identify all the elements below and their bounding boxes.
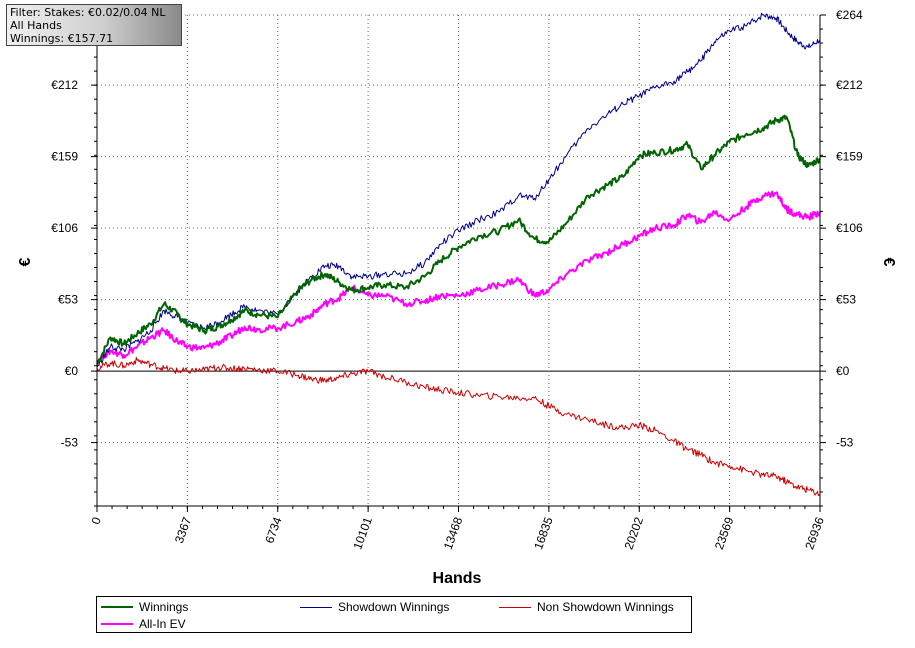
filter-hands-text: All Hands — [10, 19, 62, 32]
x-tick-label: 13468 — [441, 515, 466, 551]
y-tick-label-right: -53 — [836, 436, 854, 450]
y-axis-title-right: € — [880, 258, 897, 267]
x-tick-label: 6734 — [262, 515, 284, 545]
axes — [91, 14, 826, 512]
filter-stakes-text: Filter: Stakes: €0.02/0.04 NL — [10, 6, 166, 19]
legend-swatch-winnings — [101, 606, 133, 608]
series-layer — [96, 12, 821, 496]
x-tick-label: 10101 — [350, 515, 375, 551]
y-tick-label-right: €0 — [836, 364, 850, 378]
filter-winnings-text: Winnings: €157.71 — [10, 32, 114, 45]
y-tick-label-left: €159 — [51, 150, 78, 164]
legend-label-winnings: Winnings — [139, 600, 189, 614]
x-tick-label: 0 — [88, 515, 104, 526]
y-tick-label-right: €106 — [836, 221, 863, 235]
series-line-winnings — [96, 114, 821, 365]
legend-label-non-showdown: Non Showdown Winnings — [537, 600, 674, 614]
x-tick-label: 20202 — [621, 515, 646, 551]
y-tick-labels-right: -53 €0 €53 €106 €159 €212 €264 — [836, 8, 863, 450]
series-line-non-showdown-winnings — [96, 356, 821, 496]
y-tick-label-left: €0 — [65, 364, 79, 378]
y-tick-label-right: €159 — [836, 150, 863, 164]
series-line-showdown-winnings — [96, 12, 821, 368]
legend-item-non-showdown: Non Showdown Winnings — [499, 599, 674, 615]
x-tick-label: 23569 — [712, 515, 737, 551]
legend-label-allin-ev: All-In EV — [139, 617, 186, 631]
y-tick-label-left: €212 — [51, 78, 78, 92]
y-tick-label-left: €106 — [51, 221, 78, 235]
x-axis-title: Hands — [433, 570, 482, 587]
y-tick-label-left: €53 — [58, 293, 78, 307]
y-tick-label-right: €212 — [836, 78, 863, 92]
y-tick-labels-left: -53€0€53€106€159€212€264 — [51, 8, 78, 450]
grid-lines — [97, 14, 820, 506]
legend-label-showdown: Showdown Winnings — [338, 600, 450, 614]
y-tick-label-left: -53 — [61, 436, 79, 450]
y-tick-label-right: €264 — [836, 8, 863, 22]
legend-swatch-showdown — [300, 606, 332, 608]
x-tick-label: 26936 — [802, 515, 827, 551]
y-tick-label-right: €53 — [836, 293, 856, 307]
series-line-all-in-ev — [96, 190, 821, 364]
legend-item-winnings: Winnings — [101, 599, 188, 615]
legend: Winnings All-In EV Showdown Winnings Non… — [96, 596, 692, 633]
x-tick-label: 3367 — [172, 515, 194, 545]
legend-swatch-allin-ev — [101, 623, 133, 625]
y-axis-title-left: € — [17, 257, 34, 266]
x-tick-label: 16835 — [531, 515, 556, 551]
filter-info-box: Filter: Stakes: €0.02/0.04 NL All Hands … — [6, 4, 182, 46]
legend-item-allin-ev: All-In EV — [101, 616, 186, 632]
legend-item-showdown: Showdown Winnings — [300, 599, 449, 615]
x-tick-labels: 0 3367 6734 10101 13468 16835 20202 23569 26936 — [88, 515, 827, 551]
legend-swatch-non-showdown — [499, 606, 531, 608]
